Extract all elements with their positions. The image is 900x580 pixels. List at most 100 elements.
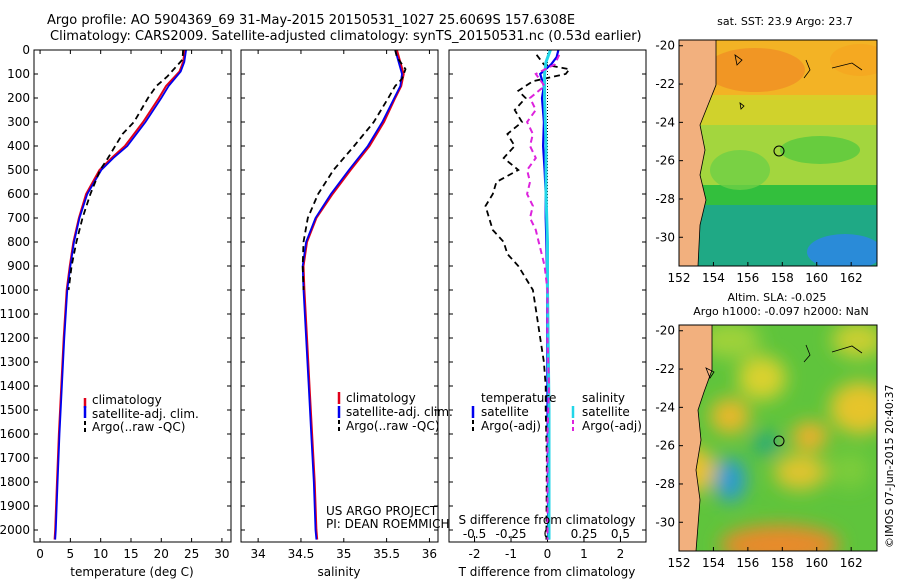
sla-map-subtitle: Argo h1000: -0.097 h2000: NaN	[693, 305, 869, 318]
legend-title-temperature: temperature	[481, 391, 556, 405]
map-x-tick-label: 152	[668, 556, 691, 570]
map-x-tick-label: 162	[840, 556, 863, 570]
x-tick-label: 1	[580, 547, 588, 561]
s-tick-label: -0.25	[495, 527, 526, 541]
temperature-panel: 0 5 10 15 20 25 300100200300400500600700800900…	[0, 43, 232, 579]
sla-map-image	[679, 325, 877, 551]
series-climatology	[53, 50, 186, 540]
map-y-tick-label: -20	[655, 39, 675, 53]
sla-map-title: Altim. SLA: -0.025	[727, 291, 826, 304]
map-x-tick-label: 158	[771, 556, 794, 570]
credit-timestamp: ©IMOS 07-Jun-2015 20:40:37	[883, 384, 896, 548]
difference-axes-frame	[448, 49, 647, 543]
series-salinity-argo-adj-	[525, 54, 561, 540]
s-tick-label: 0.5	[611, 527, 630, 541]
sst-map-frame	[678, 39, 878, 267]
x-tick-label: 0	[36, 547, 44, 561]
y-tick-label: 600	[7, 187, 30, 201]
series-satellite-adj-clim-	[54, 50, 187, 540]
difference-xlabel-salinity: S difference from climatology	[459, 513, 636, 527]
salinity-axes-frame	[240, 49, 439, 543]
series-argo-raw-qc-	[67, 50, 184, 291]
x-tick-label: 20	[154, 547, 169, 561]
sla-map-panel: Altim. SLA: -0.025 Argo h1000: -0.097 h2…	[655, 291, 878, 570]
temperature-axes-frame	[33, 49, 232, 543]
legend-label-satellite: satellite-adj. clim.	[92, 407, 199, 421]
x-tick-label: 34.5	[288, 547, 315, 561]
series-climatology	[302, 50, 405, 540]
y-tick-label: 1700	[0, 451, 30, 465]
map-x-tick-label: 154	[702, 556, 725, 570]
sst-map-title: sat. SST: 23.9 Argo: 23.7	[717, 15, 853, 28]
x-tick-label: -2	[469, 547, 481, 561]
legend-label-satellite: satellite-adj. clim.	[346, 405, 453, 419]
sst-map-image	[679, 40, 877, 266]
argo-float-marker	[773, 435, 785, 447]
series-satellite-adj-clim-	[301, 50, 403, 540]
x-tick-label: 10	[93, 547, 108, 561]
figure-title-line1: Argo profile: AO 5904369_69 31-May-2015 …	[47, 13, 576, 28]
difference-legend-temperature: temperature satellite Argo(-adj)	[471, 391, 556, 433]
y-tick-label: 800	[7, 235, 30, 249]
salinity-legend: climatology satellite-adj. clim. Argo(..…	[337, 391, 453, 433]
y-tick-label: 300	[7, 115, 30, 129]
y-tick-label: 1000	[0, 283, 30, 297]
map-x-tick-label: 160	[805, 271, 828, 285]
y-tick-label: 900	[7, 259, 30, 273]
s-tick-label: -0.5	[463, 527, 486, 541]
difference-legend-salinity: salinity satellite Argo(-adj)	[571, 391, 642, 433]
map-x-tick-label: 152	[668, 271, 691, 285]
map-y-tick-label: -26	[655, 154, 675, 168]
map-x-tick-label: 160	[805, 556, 828, 570]
y-tick-label: 1500	[0, 403, 30, 417]
y-tick-label: 2000	[0, 523, 30, 537]
sla-map-frame	[678, 324, 878, 552]
legend-label-t-argo: Argo(-adj)	[481, 419, 541, 433]
x-tick-label: 35.5	[373, 547, 400, 561]
x-tick-label: -1	[505, 547, 517, 561]
project-annotation: US ARGO PROJECT	[326, 504, 438, 518]
legend-label-climatology: climatology	[92, 393, 162, 407]
legend-label-climatology: climatology	[346, 391, 416, 405]
y-tick-label: 700	[7, 211, 30, 225]
map-y-tick-label: -24	[655, 115, 675, 129]
x-tick-label: 34	[250, 547, 265, 561]
y-tick-label: 400	[7, 139, 30, 153]
temperature-xlabel: temperature (deg C)	[70, 565, 193, 579]
x-tick-label: 5	[67, 547, 75, 561]
map-y-tick-label: -28	[655, 192, 675, 206]
x-tick-label: 2	[617, 547, 625, 561]
y-tick-label: 1900	[0, 499, 30, 513]
map-x-tick-label: 156	[736, 271, 759, 285]
x-tick-label: 30	[214, 547, 229, 561]
pi-annotation: PI: DEAN ROEMMICH	[326, 517, 449, 531]
legend-label-argo: Argo(..raw -QC)	[346, 419, 439, 433]
map-x-tick-label: 156	[736, 556, 759, 570]
map-x-tick-label: 162	[840, 271, 863, 285]
x-tick-label: 15	[123, 547, 138, 561]
map-y-tick-label: -30	[655, 230, 675, 244]
y-tick-label: 1800	[0, 475, 30, 489]
temperature-legend: climatology satellite-adj. clim. Argo(..…	[83, 393, 199, 434]
map-y-tick-label: -30	[655, 515, 675, 529]
map-y-tick-label: -20	[655, 324, 675, 338]
map-y-tick-label: -26	[655, 439, 675, 453]
legend-title-salinity: salinity	[582, 391, 625, 405]
sst-map-panel: sat. SST: 23.9 Argo: 23.7 152 154 156 158 16…	[655, 15, 878, 285]
difference-xlabel-temperature: T difference from climatology	[458, 565, 636, 579]
y-tick-label: 200	[7, 91, 30, 105]
argo-float-marker	[773, 145, 785, 157]
y-tick-label: 0	[22, 43, 30, 57]
map-y-tick-label: -22	[655, 77, 675, 91]
map-x-tick-label: 158	[771, 271, 794, 285]
series-temperature-argo-adj-	[484, 54, 572, 540]
y-tick-label: 500	[7, 163, 30, 177]
legend-label-argo: Argo(..raw -QC)	[92, 420, 185, 434]
s-tick-label: 0.25	[571, 527, 598, 541]
y-tick-label: 1200	[0, 331, 30, 345]
figure-title-line2: Climatology: CARS2009. Satellite-adjuste…	[50, 29, 642, 44]
salinity-panel: 34 34.5 35 35.5 36 salinity climatology sate…	[240, 49, 453, 579]
y-tick-label: 100	[7, 67, 30, 81]
map-y-tick-label: -24	[655, 400, 675, 414]
y-tick-label: 1400	[0, 379, 30, 393]
